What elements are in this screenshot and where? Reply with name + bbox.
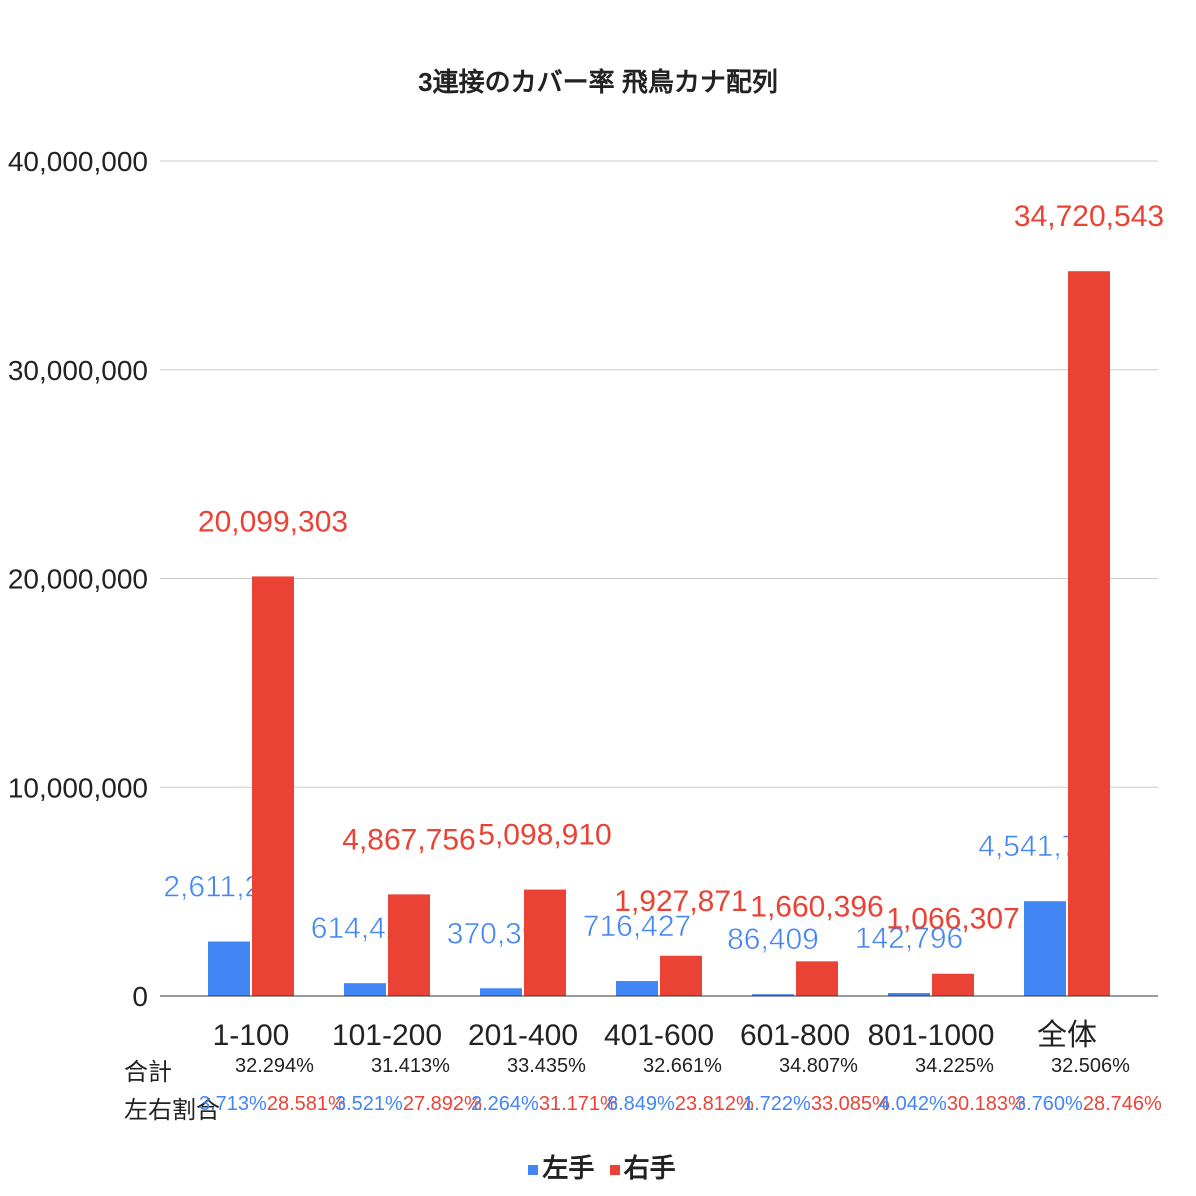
legend-label-left: 左手 bbox=[542, 1153, 595, 1183]
bar-left bbox=[480, 988, 522, 996]
total-percent: 31.413% bbox=[371, 1055, 450, 1077]
legend-swatch-left bbox=[528, 1165, 539, 1176]
bar-right bbox=[252, 576, 294, 996]
ratio-row-label: 左右割合 bbox=[124, 1097, 220, 1124]
total-percent: 32.661% bbox=[643, 1055, 722, 1077]
x-tick-label: 201-400 bbox=[468, 1019, 578, 1052]
ratio-pair: 3.521%27.892% bbox=[335, 1093, 482, 1116]
left-ratio: 2.264% bbox=[471, 1093, 539, 1115]
y-tick-label: 20,000,000 bbox=[8, 564, 148, 595]
right-ratio: 33.085% bbox=[810, 1093, 890, 1115]
y-tick-label: 30,000,000 bbox=[8, 355, 148, 386]
ratio-pair: 8.849%23.812% bbox=[607, 1093, 754, 1116]
y-tick-label: 10,000,000 bbox=[8, 772, 148, 803]
bar-left bbox=[344, 983, 386, 996]
data-label: 5,098,910 bbox=[478, 819, 611, 852]
right-ratio: 28.746% bbox=[1082, 1093, 1162, 1115]
ratio-pair: 3.760%28.746% bbox=[1015, 1093, 1162, 1116]
chart-title: 3連接のカバー率 飛鳥カナ配列 bbox=[418, 67, 778, 97]
total-percent: 34.225% bbox=[915, 1055, 994, 1077]
left-ratio: 8.849% bbox=[607, 1093, 675, 1115]
total-percent: 34.807% bbox=[779, 1055, 858, 1077]
data-label: 20,099,303 bbox=[198, 505, 348, 538]
data-label: 86,409 bbox=[727, 923, 819, 956]
right-ratio: 31.171% bbox=[538, 1093, 618, 1115]
legend: 左手 右手 bbox=[0, 1148, 1196, 1185]
left-ratio: 3.760% bbox=[1015, 1093, 1083, 1115]
total-percent: 32.294% bbox=[235, 1055, 314, 1077]
total-percent: 33.435% bbox=[507, 1055, 586, 1077]
x-tick-label: 401-600 bbox=[604, 1019, 714, 1052]
x-tick-label: 801-1000 bbox=[868, 1019, 995, 1052]
data-label: 142,796 bbox=[855, 922, 963, 955]
x-tick-label: 101-200 bbox=[332, 1019, 442, 1052]
bar-left bbox=[888, 993, 930, 996]
left-ratio: 3.521% bbox=[335, 1093, 403, 1115]
legend-label-right: 右手 bbox=[623, 1153, 676, 1183]
right-ratio: 27.892% bbox=[402, 1093, 482, 1115]
right-ratio: 28.581% bbox=[266, 1093, 346, 1115]
bar-left bbox=[208, 941, 250, 996]
data-label: 4,867,756 bbox=[342, 823, 475, 856]
ratio-pair: 2.264%31.171% bbox=[471, 1093, 618, 1116]
x-tick-label: 1-100 bbox=[213, 1019, 290, 1052]
bar-right bbox=[796, 961, 838, 996]
ratio-pair: 1.722%33.085% bbox=[743, 1093, 890, 1116]
right-ratio: 30.183% bbox=[946, 1093, 1026, 1115]
y-tick-label: 40,000,000 bbox=[8, 146, 148, 177]
bar-right bbox=[524, 889, 566, 996]
left-ratio: 4.042% bbox=[879, 1093, 947, 1115]
left-ratio: 1.722% bbox=[743, 1093, 811, 1115]
bar-left bbox=[752, 994, 794, 996]
bar-left bbox=[616, 981, 658, 996]
data-label: 34,720,543 bbox=[1014, 200, 1164, 233]
ratio-pair: 4.042%30.183% bbox=[879, 1093, 1026, 1116]
legend-swatch-right bbox=[609, 1165, 620, 1176]
data-label: 1,927,871 bbox=[614, 885, 747, 918]
bar-right bbox=[1068, 271, 1110, 996]
right-ratio: 23.812% bbox=[674, 1093, 754, 1115]
data-label: 1,660,396 bbox=[750, 890, 883, 923]
data-label: 1,066,307 bbox=[886, 903, 1019, 936]
y-tick-label: 0 bbox=[132, 981, 148, 1012]
bar-right bbox=[932, 973, 974, 996]
left-ratio: 3.713% bbox=[199, 1093, 267, 1115]
total-percent: 32.506% bbox=[1051, 1055, 1130, 1077]
x-tick-label: 601-800 bbox=[740, 1019, 850, 1052]
bar-right bbox=[388, 894, 430, 996]
bar-right bbox=[660, 955, 702, 996]
bar-left bbox=[1024, 901, 1066, 996]
total-row-label: 合計 bbox=[124, 1059, 172, 1086]
x-tick-label: 全体 bbox=[1037, 1019, 1097, 1052]
ratio-pair: 3.713%28.581% bbox=[199, 1093, 346, 1116]
data-label: 716,427 bbox=[583, 910, 691, 943]
